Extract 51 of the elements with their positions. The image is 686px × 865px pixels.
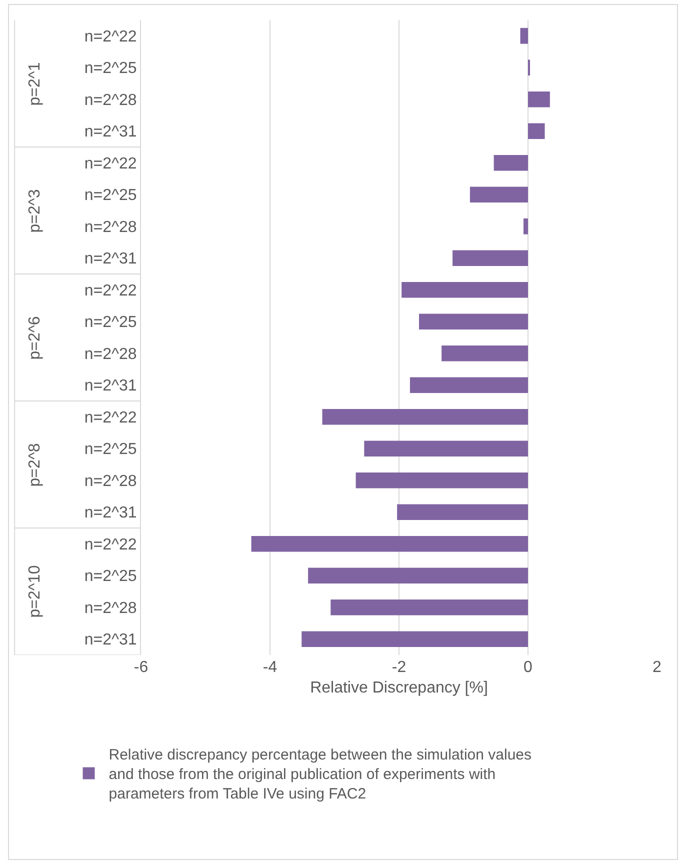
bar: [402, 282, 528, 298]
y-tick-label: n=2^25: [84, 441, 137, 458]
bar: [520, 28, 528, 44]
y-tick-label: n=2^28: [84, 346, 137, 363]
text: p=2^6: [26, 316, 44, 360]
bar: [410, 377, 528, 394]
y-tick-label: n=2^22: [84, 28, 137, 46]
bar: [470, 186, 528, 203]
bar: [251, 536, 528, 552]
y-tick-label: n=2^31: [84, 378, 137, 395]
y-tick-label: n=2^31: [84, 124, 137, 141]
y-tick-label: n=2^22: [84, 536, 137, 554]
y-tick-label: n=2^25: [84, 60, 137, 78]
text: p=2^8: [26, 443, 44, 487]
bar: [308, 568, 528, 584]
y-tick-label: n=2^31: [84, 250, 137, 268]
x-tick-label: -6: [134, 659, 148, 676]
bar: [356, 472, 528, 488]
text: p=2^3: [26, 189, 44, 233]
bar: [419, 314, 528, 330]
bar: [302, 631, 528, 648]
y-tick-label: n=2^28: [84, 600, 137, 617]
y-tick-label: n=2^25: [84, 568, 137, 586]
y-tick-label: n=2^28: [84, 472, 137, 490]
x-tick-label: -4: [262, 659, 278, 676]
y-tick-label: n=2^22: [84, 282, 137, 300]
bar: [397, 504, 528, 520]
bar: [330, 599, 528, 616]
bar: [494, 154, 528, 171]
bar: [528, 123, 545, 140]
x-tick-label: 2: [652, 659, 662, 676]
x-tick-label: 0: [524, 659, 533, 676]
legend-label: Relative discrepancy percentage between the simulation values and those from the original publication of experiments with parameters from Table IVe using FAC2: [108, 746, 532, 803]
x-tick-label: -2: [392, 659, 406, 676]
y-tick-label: n=2^22: [84, 155, 137, 172]
bar: [452, 250, 528, 266]
y-tick-label: n=2^31: [84, 504, 137, 522]
text: p=2^10: [26, 565, 44, 618]
bar: [442, 345, 528, 362]
bar: [523, 218, 528, 234]
x-axis-title: Relative Discrepancy [%]: [310, 680, 488, 697]
y-tick-label: n=2^31: [84, 632, 137, 649]
y-tick-label: n=2^25: [84, 314, 137, 332]
bar: [322, 408, 528, 425]
text: p=2^1: [26, 62, 44, 106]
y-tick-label: n=2^28: [84, 218, 137, 236]
y-tick-label: n=2^22: [84, 409, 137, 426]
bar: [528, 91, 550, 108]
y-tick-label: n=2^28: [84, 92, 137, 109]
bar: [364, 440, 528, 457]
y-tick-label: n=2^25: [84, 187, 137, 204]
